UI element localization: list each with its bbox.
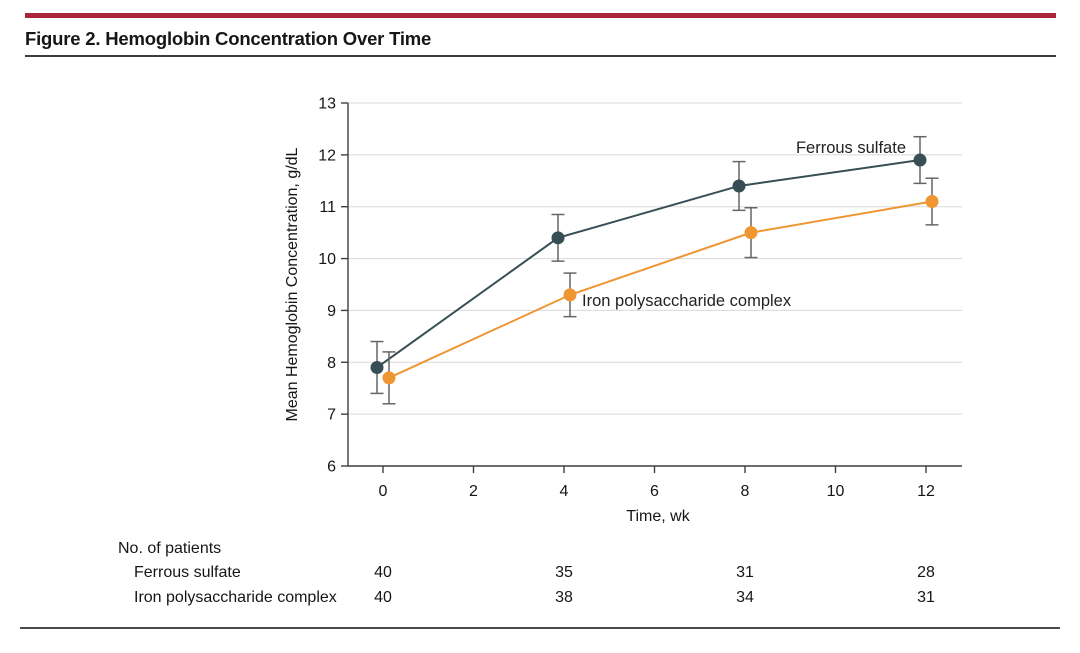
row-label-iron-polysaccharide-complex: Iron polysaccharide complex [134, 589, 337, 606]
x-tick-label: 12 [917, 483, 935, 500]
x-tick-label: 4 [560, 483, 569, 500]
figure-title: Figure 2. Hemoglobin Concentration Over … [25, 28, 432, 49]
y-tick-label: 9 [327, 303, 336, 320]
figure-accent-bar [25, 13, 1056, 18]
x-axis-title: Time, wk [626, 508, 690, 525]
data-point-iron-polysaccharide-complex [563, 288, 577, 302]
x-tick-label: 10 [827, 483, 845, 500]
data-point-ferrous-sulfate [551, 231, 565, 245]
data-point-iron-polysaccharide-complex [744, 226, 758, 240]
patients-count-cell: 28 [917, 564, 935, 581]
patients-count-cell: 31 [736, 564, 754, 581]
y-tick-label: 12 [318, 147, 336, 164]
series-line-iron-polysaccharide-complex [388, 200, 933, 379]
data-point-ferrous-sulfate [370, 360, 384, 374]
data-point-iron-polysaccharide-complex [925, 195, 939, 209]
title-divider [25, 55, 1056, 57]
y-tick-label: 13 [318, 96, 336, 113]
patients-count-cell: 40 [374, 564, 392, 581]
x-tick-label: 8 [741, 483, 750, 500]
patients-table-header: No. of patients [118, 540, 222, 557]
patients-count-cell: 38 [555, 589, 573, 606]
series-line-ferrous-sulfate [376, 159, 921, 369]
series-label-ferrous-sulfate: Ferrous sulfate [796, 139, 906, 157]
patients-count-cell: 35 [555, 564, 573, 581]
x-tick-label: 0 [379, 483, 388, 500]
row-label-ferrous-sulfate: Ferrous sulfate [134, 564, 241, 581]
bottom-divider [20, 627, 1060, 629]
y-axis-title: Mean Hemoglobin Concentration, g/dL [284, 147, 301, 421]
patients-count-cell: 40 [374, 589, 392, 606]
y-tick-label: 8 [327, 355, 336, 372]
patients-count-cell: 34 [736, 589, 754, 606]
y-tick-label: 7 [327, 407, 336, 424]
y-tick-label: 10 [318, 251, 336, 268]
data-point-ferrous-sulfate [913, 153, 927, 167]
x-tick-label: 2 [469, 483, 478, 500]
y-tick-label: 6 [327, 459, 336, 476]
patients-count-cell: 31 [917, 589, 935, 606]
y-tick-label: 11 [319, 199, 336, 216]
series-label-iron-polysaccharide-complex: Iron polysaccharide complex [582, 292, 792, 310]
data-point-iron-polysaccharide-complex [382, 371, 396, 385]
data-point-ferrous-sulfate [732, 179, 746, 193]
x-tick-label: 6 [650, 483, 659, 500]
